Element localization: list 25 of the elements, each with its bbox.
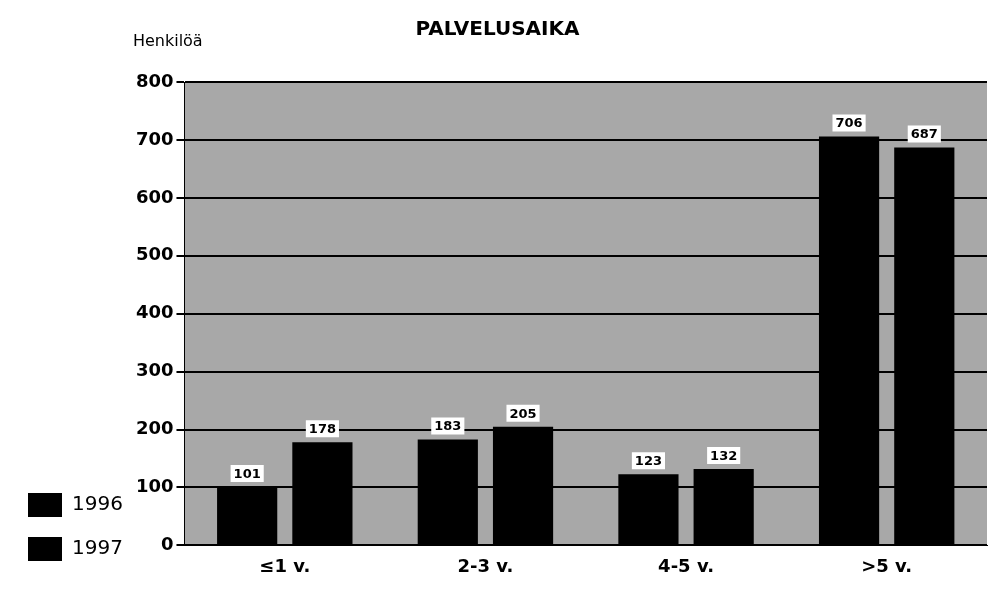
data-label: 178 [308, 421, 336, 437]
y-axis-title: Henkilöä [132, 31, 203, 51]
legend-label: 1996 [72, 491, 123, 516]
y-tick-label: 100 [135, 475, 174, 497]
data-label: 183 [434, 418, 462, 434]
chart-title: PALVELUSAIKA [415, 16, 581, 41]
y-tick-label: 200 [135, 417, 174, 439]
y-tick-label: 700 [135, 127, 174, 149]
y-tick-label: 600 [135, 185, 174, 207]
y-tick-label: 300 [135, 359, 174, 381]
data-label: 706 [835, 115, 863, 131]
y-tick-label: 500 [135, 243, 174, 265]
data-label: 123 [634, 453, 662, 469]
x-tick-label: 2-3 v. [457, 554, 514, 576]
y-tick-label: 400 [135, 301, 174, 323]
y-tick-label: 0 [160, 533, 174, 555]
x-tick-label: >5 v. [861, 554, 913, 576]
data-label: 205 [509, 405, 537, 421]
data-label: 132 [710, 447, 738, 463]
data-label: 687 [910, 126, 938, 142]
legend-label: 1997 [72, 535, 123, 560]
data-label: 101 [233, 465, 261, 481]
y-tick-label: 800 [135, 69, 174, 91]
x-tick-label: 4-5 v. [658, 554, 714, 576]
x-tick-label: ≤1 v. [259, 554, 311, 576]
